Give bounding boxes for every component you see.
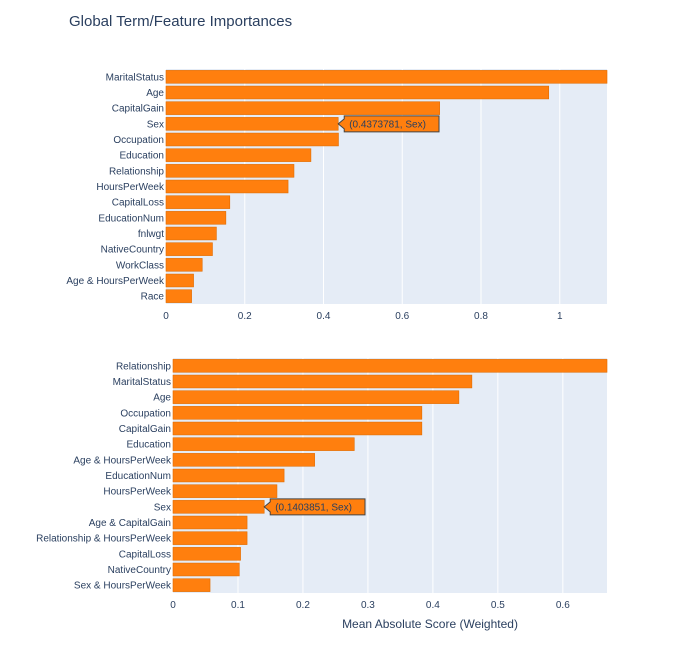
chart-panel-1: MaritalStatus Age CapitalGain Sex Occupation… <box>66 69 608 322</box>
y-tick-label: HoursPerWeek <box>103 487 172 498</box>
y-tick-label: Education <box>120 151 164 162</box>
hover-tooltip: (0.4373781, Sex) <box>337 115 440 133</box>
y-tick-label: Age & HoursPerWeek <box>66 276 165 287</box>
y-tick-label: Age & CapitalGain <box>89 518 171 529</box>
bar-age[interactable] <box>172 390 460 404</box>
bar-relationship[interactable] <box>165 164 295 178</box>
y-tick-label: Relationship & HoursPerWeek <box>36 534 172 545</box>
x-tick-label: 0 <box>170 600 176 611</box>
y-tick-label: NativeCountry <box>108 565 171 576</box>
y-tick-label: NativeCountry <box>101 245 164 256</box>
bar-capitalgain[interactable] <box>172 421 423 436</box>
bar-age-capitalgain[interactable] <box>172 515 248 530</box>
x-tick-label: 0.6 <box>556 600 570 611</box>
hover-tooltip-text: (0.4373781, Sex) <box>349 119 426 130</box>
bar-educationnum[interactable] <box>172 468 285 483</box>
chart-title: Global Term/Feature Importances <box>69 13 292 30</box>
y-tick-label: Sex <box>154 502 171 513</box>
y-tick-label: CapitalGain <box>119 424 171 435</box>
bar-occupation[interactable] <box>165 132 339 147</box>
y-tick-label: CapitalGain <box>112 104 164 115</box>
bar-hoursperweek[interactable] <box>172 484 278 498</box>
hover-tooltip-box <box>337 115 440 133</box>
bar-sex-hoursperweek[interactable] <box>172 578 211 592</box>
y-tick-label: Sex <box>147 119 164 130</box>
y-tick-label: CapitalLoss <box>112 198 164 209</box>
y-tick-label: Age & HoursPerWeek <box>73 455 172 466</box>
bar-workclass[interactable] <box>165 258 203 272</box>
bar-relationship[interactable] <box>172 359 608 373</box>
y-tick-label: fnlwgt <box>138 229 164 240</box>
bar-age[interactable] <box>165 85 550 100</box>
bar-education[interactable] <box>172 437 355 451</box>
x-tick-label: 0.8 <box>474 311 488 322</box>
y-tick-label: EducationNum <box>98 213 164 224</box>
bar-maritalstatus[interactable] <box>172 374 473 389</box>
x-tick-label: 0.3 <box>361 600 375 611</box>
y-tick-label: Age <box>153 393 171 404</box>
y-tick-label: EducationNum <box>105 471 171 482</box>
bar-sex[interactable] <box>165 117 339 131</box>
bar-educationnum[interactable] <box>165 211 227 225</box>
y-tick-label: Relationship <box>116 361 171 372</box>
y-tick-label: MaritalStatus <box>106 72 164 83</box>
hover-tooltip: (0.1403851, Sex) <box>263 498 366 516</box>
x-tick-label: 1 <box>557 311 563 322</box>
y-tick-label: Age <box>146 88 164 99</box>
y-tick-label: MaritalStatus <box>113 377 171 388</box>
y-tick-label: Relationship <box>109 166 164 177</box>
bar-hoursperweek[interactable] <box>165 179 289 194</box>
bar-occupation[interactable] <box>172 406 423 420</box>
y-tick-label: Education <box>127 440 171 451</box>
hover-tooltip-text: (0.1403851, Sex) <box>275 502 352 513</box>
bar-nativecountry[interactable] <box>172 562 240 577</box>
x-tick-label: 0 <box>163 311 169 322</box>
x-tick-label: 0.4 <box>317 311 331 322</box>
bar-age-hoursperweek[interactable] <box>165 273 194 288</box>
y-tick-label: Occupation <box>113 135 164 146</box>
x-tick-label: 0.5 <box>491 600 505 611</box>
bar-capitalloss[interactable] <box>172 547 241 561</box>
x-tick-label: 0.1 <box>231 600 245 611</box>
x-axis-title: Mean Absolute Score (Weighted) <box>342 617 518 631</box>
bar-sex[interactable] <box>172 500 265 514</box>
bar-education[interactable] <box>165 148 312 162</box>
x-tick-label: 0.2 <box>296 600 310 611</box>
y-tick-label: Race <box>141 292 165 303</box>
y-tick-label: Occupation <box>120 408 171 419</box>
hover-tooltip-box <box>263 498 366 516</box>
bar-race[interactable] <box>165 289 192 303</box>
bar-capitalgain[interactable] <box>165 101 440 115</box>
x-tick-label: 0.4 <box>426 600 440 611</box>
bar-capitalloss[interactable] <box>165 195 231 209</box>
y-tick-label: HoursPerWeek <box>96 182 165 193</box>
y-tick-label: Sex & HoursPerWeek <box>74 581 172 592</box>
bar-fnlwgt[interactable] <box>165 226 217 241</box>
chart-panel-2: Relationship MaritalStatus Age Occupation Ca… <box>36 358 608 631</box>
bar-age-hoursperweek[interactable] <box>172 453 315 467</box>
bar-relationship-hoursperweek[interactable] <box>172 531 248 545</box>
y-tick-label: WorkClass <box>116 260 164 271</box>
x-tick-label: 0.6 <box>395 311 409 322</box>
bar-nativecountry[interactable] <box>165 242 213 256</box>
x-tick-label: 0.2 <box>238 311 252 322</box>
y-tick-label: CapitalLoss <box>119 549 171 560</box>
bar-maritalstatus[interactable] <box>165 70 608 84</box>
